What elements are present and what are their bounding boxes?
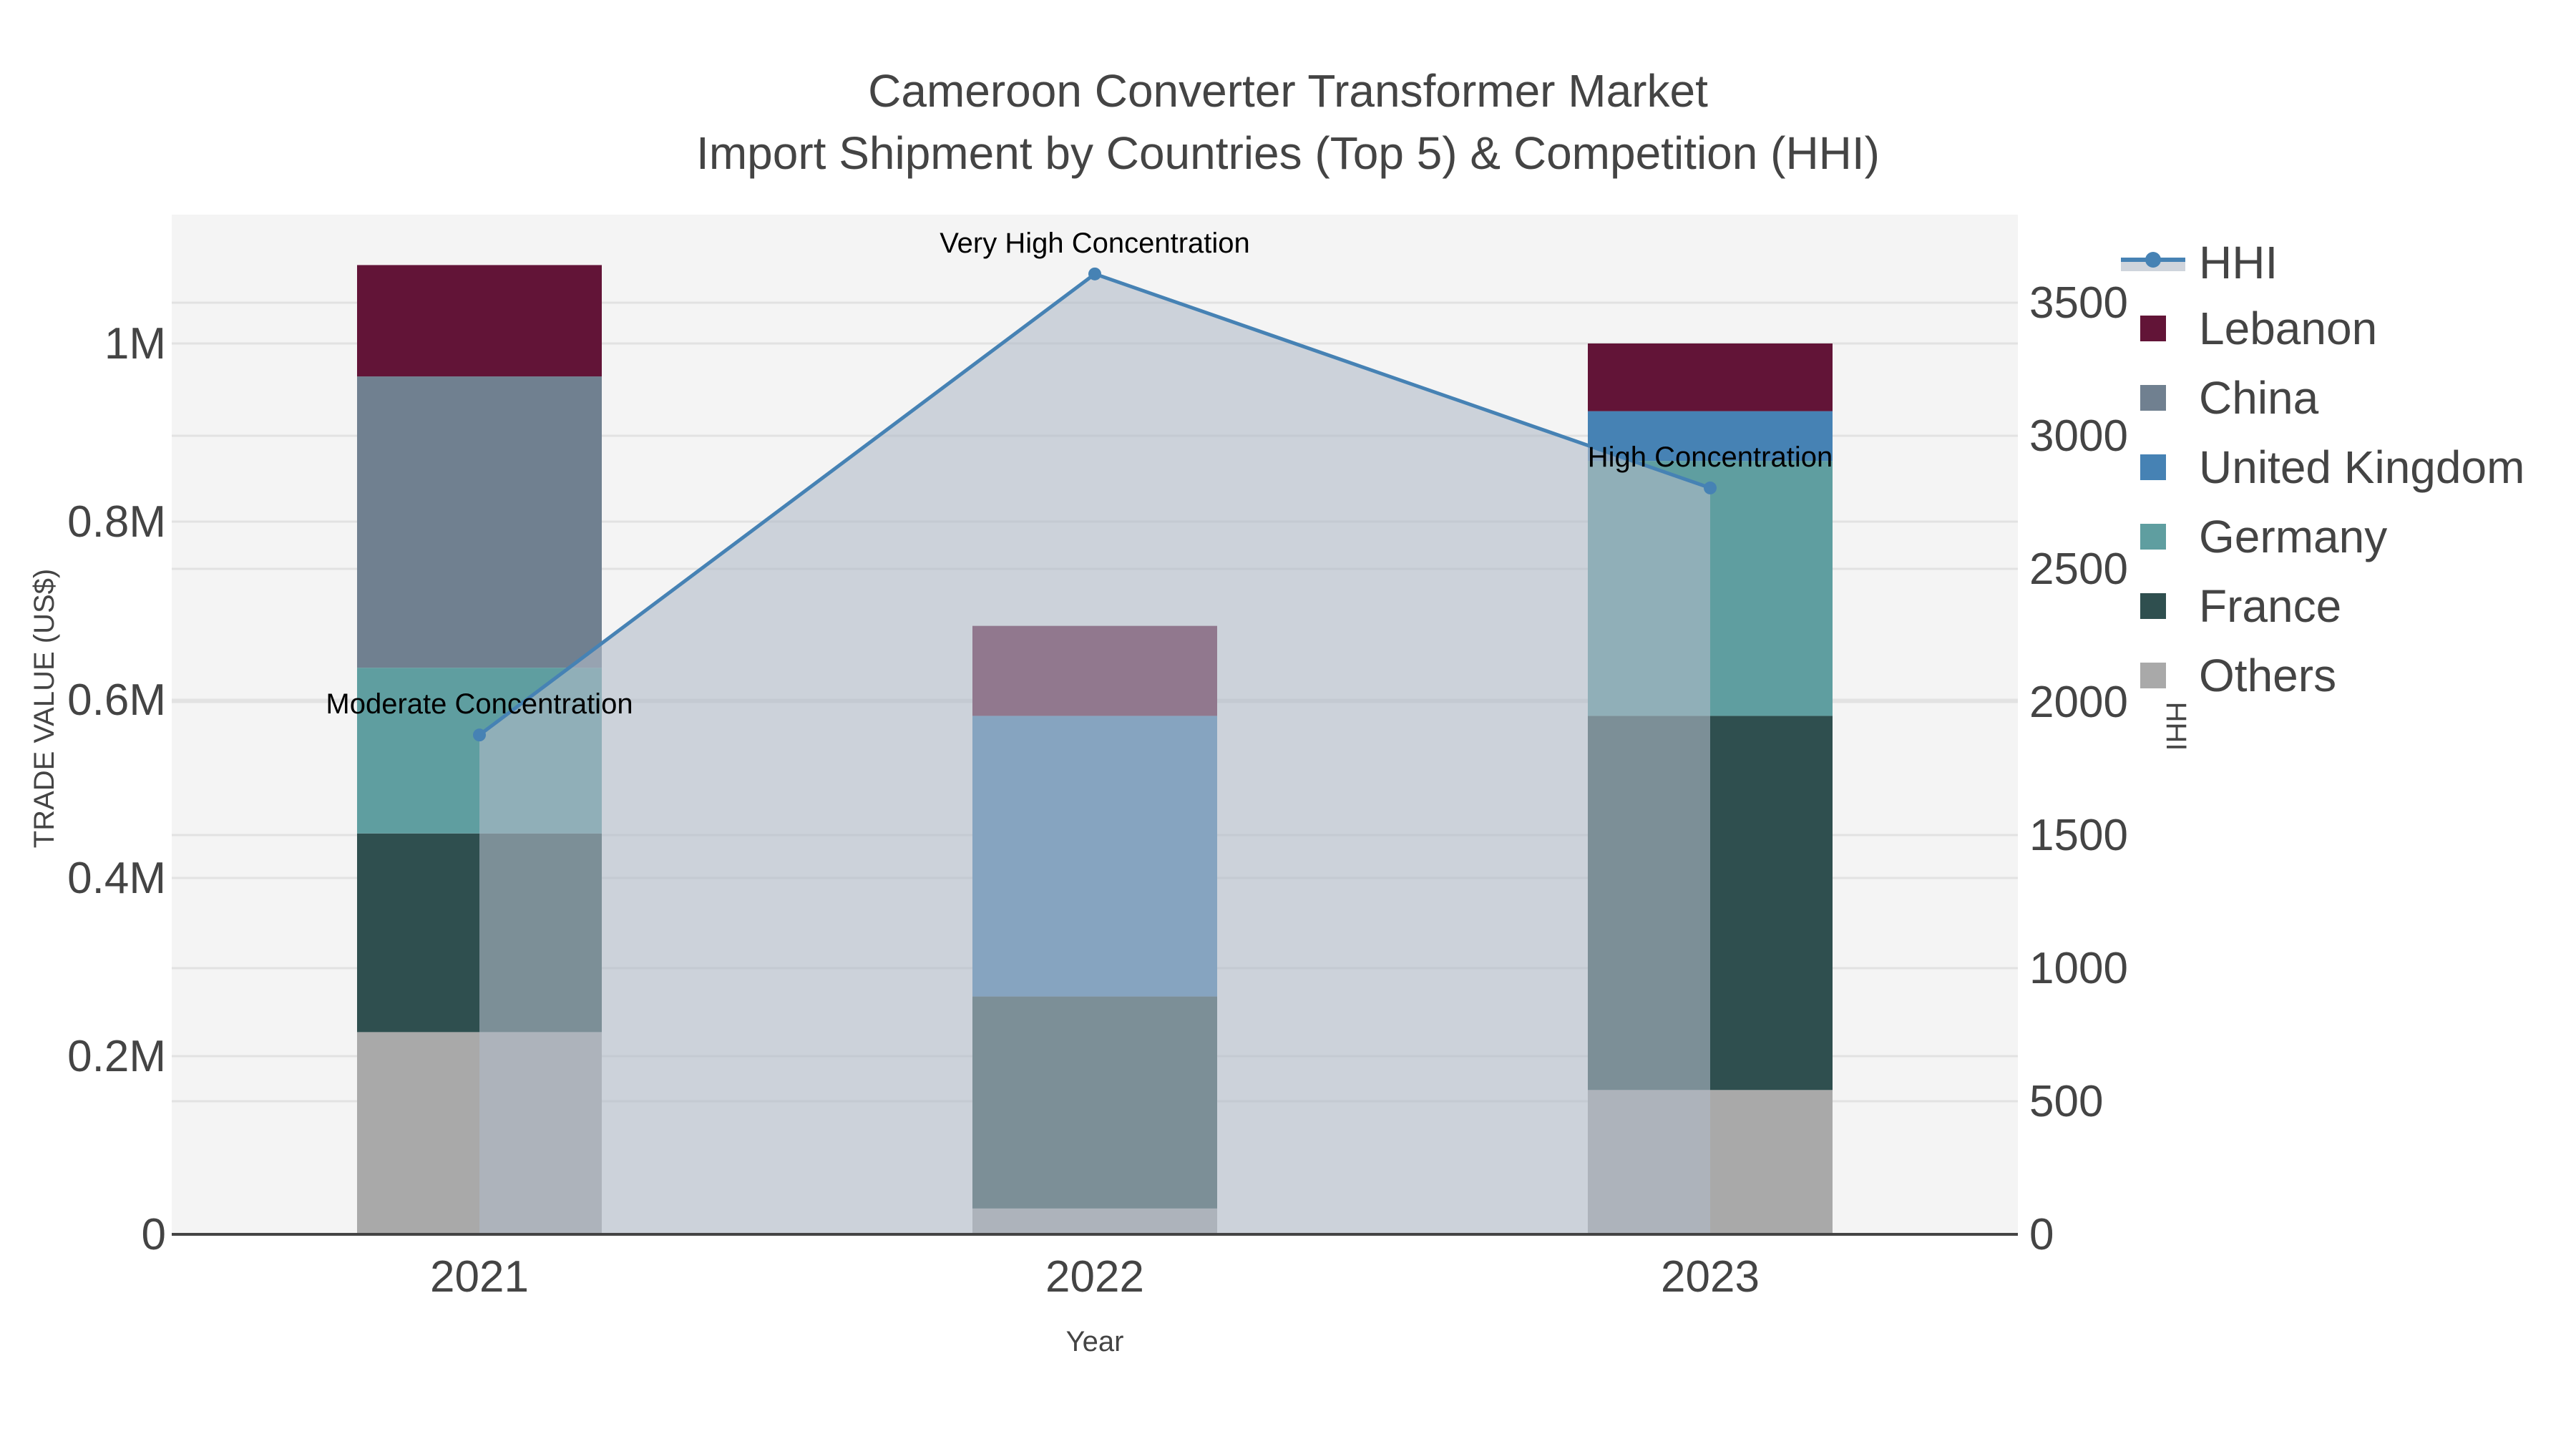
y-right-axis-title: HHI <box>2160 702 2192 751</box>
legend-item-france[interactable]: France <box>2118 583 2576 653</box>
y-left-tick-label: 0.6M <box>67 675 166 725</box>
hhi-point[interactable] <box>473 728 486 742</box>
legend-label: France <box>2199 580 2342 632</box>
legend-item-germany[interactable]: Germany <box>2118 514 2576 583</box>
hhi-area <box>479 273 1710 1235</box>
square-swatch-icon <box>2140 385 2166 411</box>
y-right-tick-label: 2000 <box>2029 678 2128 727</box>
legend-item-others[interactable]: Others <box>2118 653 2576 722</box>
legend-label: United Kingdom <box>2199 441 2525 493</box>
hhi-annotation: Moderate Concentration <box>326 688 633 720</box>
y-right-ticks: 0 500 1000 1500 2000 2500 3000 3500 <box>2029 278 2128 1259</box>
hhi-point[interactable] <box>1088 267 1101 280</box>
y-left-ticks: 0 0.2M 0.4M 0.6M 0.8M 1M <box>67 319 166 1259</box>
y-right-tick-label: 1500 <box>2029 811 2128 860</box>
x-tick-label: 2021 <box>430 1252 529 1302</box>
square-swatch-icon <box>2140 454 2166 480</box>
legend-item-china[interactable]: China <box>2118 375 2576 444</box>
y-left-tick-label: 1M <box>104 319 166 369</box>
x-tick-label: 2022 <box>1045 1252 1144 1302</box>
y-right-tick-label: 3000 <box>2029 411 2128 461</box>
y-right-tick-label: 0 <box>2029 1210 2054 1259</box>
y-left-axis-title: TRADE VALUE (US$) <box>29 569 60 848</box>
bar-segment-lebanon[interactable] <box>357 265 602 377</box>
square-swatch-icon <box>2140 593 2166 619</box>
legend-label: Others <box>2199 650 2337 701</box>
x-axis-title: Year <box>1066 1326 1124 1357</box>
y-left-tick-label: 0 <box>142 1210 166 1259</box>
bar-segment-lebanon[interactable] <box>1588 343 1833 411</box>
legend-item-hhi[interactable]: HHI <box>2118 238 2576 307</box>
square-swatch-icon <box>2140 663 2166 688</box>
square-swatch-icon <box>2140 524 2166 550</box>
chart-title-line1: Cameroon Converter Transformer Market <box>868 65 1708 117</box>
line-marker-icon <box>2121 252 2185 271</box>
y-right-tick-label: 2500 <box>2029 545 2128 594</box>
bar-segment-united-kingdom[interactable] <box>1588 411 1833 462</box>
bar-segment-china[interactable] <box>357 376 602 668</box>
legend-item-lebanon[interactable]: Lebanon <box>2118 306 2576 375</box>
y-right-tick-label: 3500 <box>2029 278 2128 328</box>
chart-title-line2: Import Shipment by Countries (Top 5) & C… <box>696 127 1880 179</box>
legend-label: Germany <box>2199 511 2388 562</box>
hhi-annotation: Very High Concentration <box>940 228 1250 259</box>
y-right-tick-label: 500 <box>2029 1077 2103 1126</box>
legend-label: HHI <box>2199 237 2278 288</box>
y-left-tick-label: 0.4M <box>67 854 166 903</box>
legend-item-united-kingdom[interactable]: United Kingdom <box>2118 444 2576 514</box>
x-tick-label: 2023 <box>1661 1252 1760 1302</box>
legend-label: Lebanon <box>2199 303 2378 354</box>
x-ticks: 2021 2022 2023 <box>430 1252 1760 1302</box>
y-left-tick-label: 0.2M <box>67 1032 166 1081</box>
hhi-annotations: Moderate Concentration Very High Concentr… <box>326 228 1833 720</box>
hhi-annotation: High Concentration <box>1588 441 1833 473</box>
legend-label: China <box>2199 372 2319 424</box>
y-right-tick-label: 1000 <box>2029 944 2128 993</box>
hhi-point[interactable] <box>1704 481 1717 494</box>
y-left-tick-label: 0.8M <box>67 497 166 547</box>
hhi-series <box>473 267 1717 1235</box>
square-swatch-icon <box>2140 316 2166 341</box>
